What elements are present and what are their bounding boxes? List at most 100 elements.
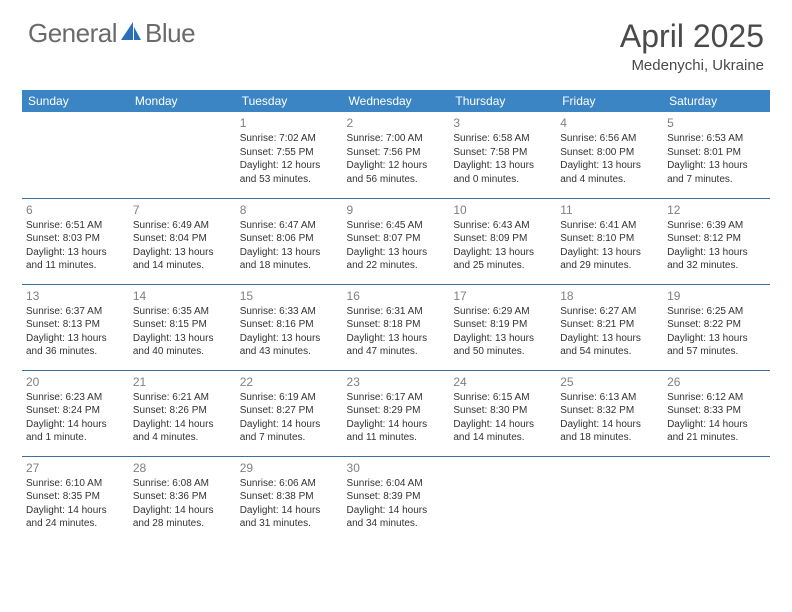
calendar-cell: 30Sunrise: 6:04 AMSunset: 8:39 PMDayligh… xyxy=(343,456,450,542)
daylight-text: Daylight: 13 hours and 43 minutes. xyxy=(240,332,339,359)
sunset-text: Sunset: 8:07 PM xyxy=(347,232,446,246)
sunrise-text: Sunrise: 6:25 AM xyxy=(667,305,766,319)
daylight-text: Daylight: 14 hours and 1 minute. xyxy=(26,418,125,445)
sunrise-text: Sunrise: 6:53 AM xyxy=(667,132,766,146)
day-number: 30 xyxy=(347,460,446,476)
calendar-cell: 19Sunrise: 6:25 AMSunset: 8:22 PMDayligh… xyxy=(663,284,770,370)
calendar-cell: 12Sunrise: 6:39 AMSunset: 8:12 PMDayligh… xyxy=(663,198,770,284)
calendar-row: 20Sunrise: 6:23 AMSunset: 8:24 PMDayligh… xyxy=(22,370,770,456)
calendar-cell xyxy=(129,112,236,198)
day-number: 29 xyxy=(240,460,339,476)
sunrise-text: Sunrise: 6:10 AM xyxy=(26,477,125,491)
day-number: 9 xyxy=(347,202,446,218)
daylight-text: Daylight: 13 hours and 25 minutes. xyxy=(453,246,552,273)
day-number: 2 xyxy=(347,115,446,131)
daylight-text: Daylight: 13 hours and 29 minutes. xyxy=(560,246,659,273)
daylight-text: Daylight: 14 hours and 4 minutes. xyxy=(133,418,232,445)
day-number: 18 xyxy=(560,288,659,304)
daylight-text: Daylight: 14 hours and 14 minutes. xyxy=(453,418,552,445)
sail-icon xyxy=(119,20,143,47)
sunset-text: Sunset: 8:01 PM xyxy=(667,146,766,160)
day-number: 17 xyxy=(453,288,552,304)
day-number: 21 xyxy=(133,374,232,390)
calendar-cell: 22Sunrise: 6:19 AMSunset: 8:27 PMDayligh… xyxy=(236,370,343,456)
sunset-text: Sunset: 8:27 PM xyxy=(240,404,339,418)
sunrise-text: Sunrise: 6:17 AM xyxy=(347,391,446,405)
day-number: 12 xyxy=(667,202,766,218)
daylight-text: Daylight: 14 hours and 21 minutes. xyxy=(667,418,766,445)
sunrise-text: Sunrise: 6:23 AM xyxy=(26,391,125,405)
col-friday: Friday xyxy=(556,90,663,112)
day-number: 14 xyxy=(133,288,232,304)
daylight-text: Daylight: 13 hours and 0 minutes. xyxy=(453,159,552,186)
daylight-text: Daylight: 13 hours and 7 minutes. xyxy=(667,159,766,186)
sunset-text: Sunset: 8:09 PM xyxy=(453,232,552,246)
calendar-row: 27Sunrise: 6:10 AMSunset: 8:35 PMDayligh… xyxy=(22,456,770,542)
daylight-text: Daylight: 13 hours and 4 minutes. xyxy=(560,159,659,186)
daylight-text: Daylight: 14 hours and 34 minutes. xyxy=(347,504,446,531)
sunrise-text: Sunrise: 6:49 AM xyxy=(133,219,232,233)
calendar-cell: 11Sunrise: 6:41 AMSunset: 8:10 PMDayligh… xyxy=(556,198,663,284)
day-number: 16 xyxy=(347,288,446,304)
calendar-cell: 17Sunrise: 6:29 AMSunset: 8:19 PMDayligh… xyxy=(449,284,556,370)
sunset-text: Sunset: 7:58 PM xyxy=(453,146,552,160)
day-number: 8 xyxy=(240,202,339,218)
day-number: 25 xyxy=(560,374,659,390)
daylight-text: Daylight: 14 hours and 31 minutes. xyxy=(240,504,339,531)
sunset-text: Sunset: 8:15 PM xyxy=(133,318,232,332)
sunrise-text: Sunrise: 6:19 AM xyxy=(240,391,339,405)
sunset-text: Sunset: 7:56 PM xyxy=(347,146,446,160)
sunset-text: Sunset: 8:29 PM xyxy=(347,404,446,418)
sunset-text: Sunset: 8:04 PM xyxy=(133,232,232,246)
calendar-cell: 5Sunrise: 6:53 AMSunset: 8:01 PMDaylight… xyxy=(663,112,770,198)
day-number: 11 xyxy=(560,202,659,218)
sunrise-text: Sunrise: 6:27 AM xyxy=(560,305,659,319)
sunrise-text: Sunrise: 6:08 AM xyxy=(133,477,232,491)
sunset-text: Sunset: 8:18 PM xyxy=(347,318,446,332)
sunset-text: Sunset: 8:24 PM xyxy=(26,404,125,418)
col-monday: Monday xyxy=(129,90,236,112)
sunset-text: Sunset: 8:26 PM xyxy=(133,404,232,418)
calendar-cell: 24Sunrise: 6:15 AMSunset: 8:30 PMDayligh… xyxy=(449,370,556,456)
day-number: 6 xyxy=(26,202,125,218)
sunset-text: Sunset: 8:10 PM xyxy=(560,232,659,246)
calendar-cell: 3Sunrise: 6:58 AMSunset: 7:58 PMDaylight… xyxy=(449,112,556,198)
daylight-text: Daylight: 13 hours and 36 minutes. xyxy=(26,332,125,359)
calendar-cell xyxy=(556,456,663,542)
sunset-text: Sunset: 8:06 PM xyxy=(240,232,339,246)
day-number: 28 xyxy=(133,460,232,476)
day-number: 20 xyxy=(26,374,125,390)
calendar-table: Sunday Monday Tuesday Wednesday Thursday… xyxy=(22,90,770,542)
sunrise-text: Sunrise: 6:51 AM xyxy=(26,219,125,233)
calendar-cell: 28Sunrise: 6:08 AMSunset: 8:36 PMDayligh… xyxy=(129,456,236,542)
sunrise-text: Sunrise: 6:21 AM xyxy=(133,391,232,405)
day-number: 13 xyxy=(26,288,125,304)
sunrise-text: Sunrise: 6:39 AM xyxy=(667,219,766,233)
sunset-text: Sunset: 7:55 PM xyxy=(240,146,339,160)
calendar-cell: 21Sunrise: 6:21 AMSunset: 8:26 PMDayligh… xyxy=(129,370,236,456)
sunrise-text: Sunrise: 6:43 AM xyxy=(453,219,552,233)
title-block: April 2025 Medenychi, Ukraine xyxy=(620,18,764,74)
day-number: 22 xyxy=(240,374,339,390)
header: General Blue April 2025 Medenychi, Ukrai… xyxy=(0,0,792,82)
daylight-text: Daylight: 14 hours and 11 minutes. xyxy=(347,418,446,445)
sunrise-text: Sunrise: 6:58 AM xyxy=(453,132,552,146)
daylight-text: Daylight: 13 hours and 14 minutes. xyxy=(133,246,232,273)
daylight-text: Daylight: 14 hours and 18 minutes. xyxy=(560,418,659,445)
calendar-row: 1Sunrise: 7:02 AMSunset: 7:55 PMDaylight… xyxy=(22,112,770,198)
sunset-text: Sunset: 8:19 PM xyxy=(453,318,552,332)
daylight-text: Daylight: 13 hours and 50 minutes. xyxy=(453,332,552,359)
calendar-cell: 29Sunrise: 6:06 AMSunset: 8:38 PMDayligh… xyxy=(236,456,343,542)
calendar-cell: 4Sunrise: 6:56 AMSunset: 8:00 PMDaylight… xyxy=(556,112,663,198)
calendar-cell: 8Sunrise: 6:47 AMSunset: 8:06 PMDaylight… xyxy=(236,198,343,284)
calendar-cell: 9Sunrise: 6:45 AMSunset: 8:07 PMDaylight… xyxy=(343,198,450,284)
page-title: April 2025 xyxy=(620,18,764,55)
location-text: Medenychi, Ukraine xyxy=(620,57,764,74)
daylight-text: Daylight: 13 hours and 54 minutes. xyxy=(560,332,659,359)
col-sunday: Sunday xyxy=(22,90,129,112)
sunrise-text: Sunrise: 7:02 AM xyxy=(240,132,339,146)
sunrise-text: Sunrise: 6:13 AM xyxy=(560,391,659,405)
calendar-header-row: Sunday Monday Tuesday Wednesday Thursday… xyxy=(22,90,770,112)
daylight-text: Daylight: 13 hours and 40 minutes. xyxy=(133,332,232,359)
calendar-cell: 26Sunrise: 6:12 AMSunset: 8:33 PMDayligh… xyxy=(663,370,770,456)
